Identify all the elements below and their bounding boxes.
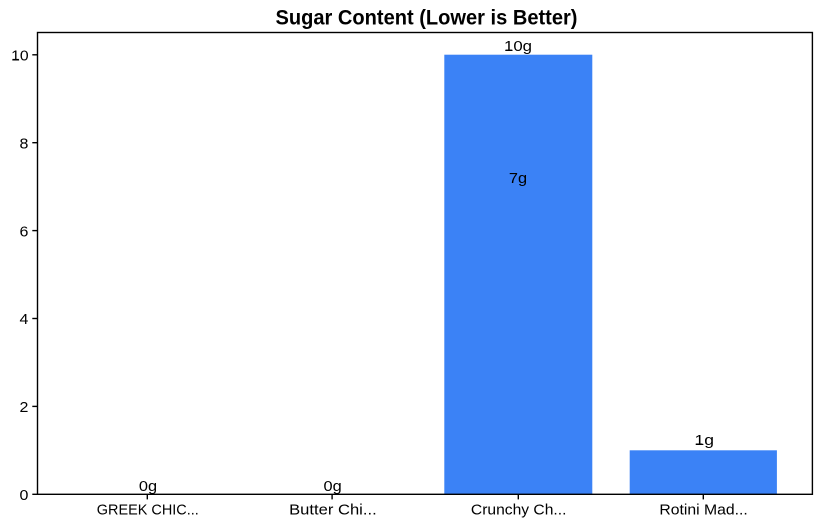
svg-text:10g: 10g [504, 39, 532, 55]
svg-text:7g: 7g [509, 171, 527, 187]
svg-text:Rotini Mad...: Rotini Mad... [659, 503, 747, 519]
svg-text:6: 6 [20, 224, 29, 240]
svg-text:GREEK CHIC...: GREEK CHIC... [97, 503, 199, 519]
svg-text:0g: 0g [139, 479, 157, 495]
svg-text:0: 0 [20, 488, 29, 504]
svg-text:Crunchy Ch...: Crunchy Ch... [471, 503, 567, 519]
svg-text:0g: 0g [324, 479, 342, 495]
svg-text:Sugar Content (Lower is Better: Sugar Content (Lower is Better) [276, 6, 578, 29]
svg-text:1g: 1g [695, 433, 715, 449]
svg-text:4: 4 [20, 312, 29, 328]
svg-text:10: 10 [11, 49, 29, 65]
svg-text:8: 8 [20, 136, 29, 152]
svg-text:2: 2 [20, 400, 29, 416]
svg-text:Butter Chi...: Butter Chi... [289, 503, 377, 519]
